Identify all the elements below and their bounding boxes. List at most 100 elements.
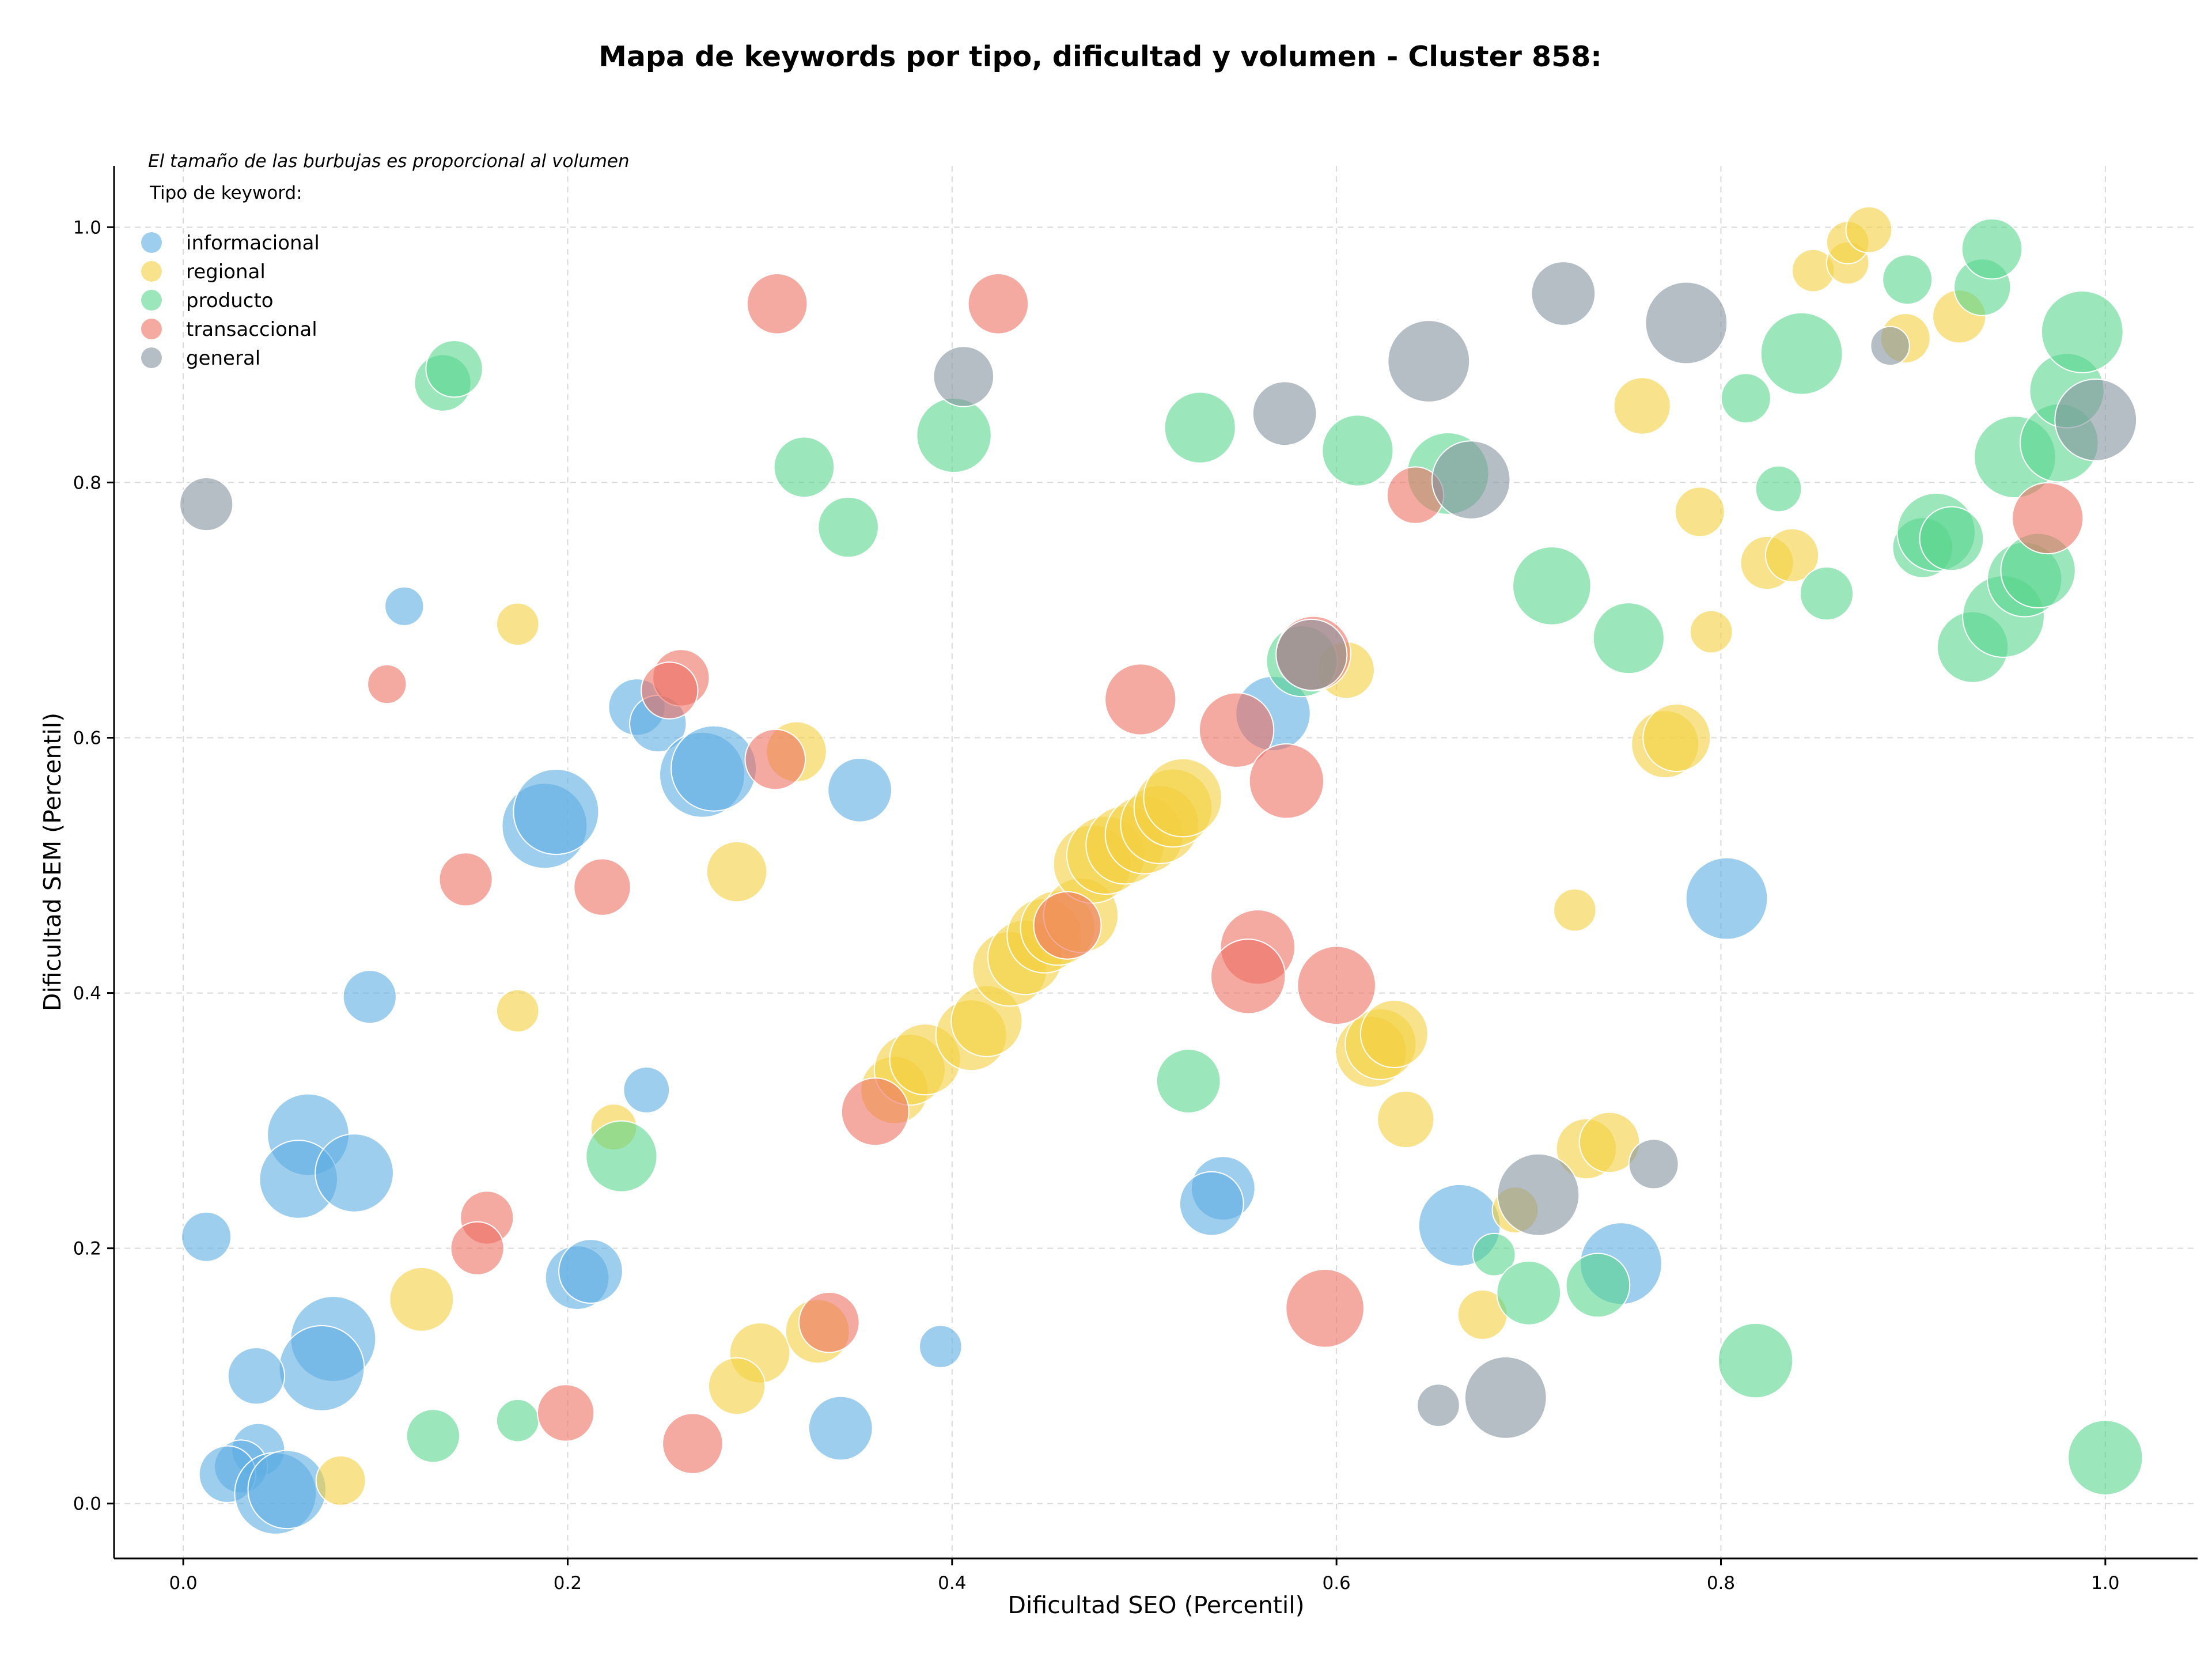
bubble-regional	[1642, 703, 1711, 772]
bubble-transaccional	[1210, 939, 1286, 1015]
bubble-informacional	[808, 1395, 873, 1461]
bubble-regional	[1845, 206, 1893, 253]
bubble-transaccional	[798, 1291, 860, 1353]
bubble-transaccional	[746, 273, 808, 335]
bubble-informacional	[919, 1325, 963, 1368]
bubble-producto	[1472, 1232, 1516, 1277]
bubble-informacional	[315, 1133, 394, 1213]
legend-marker-transaccional	[141, 319, 162, 339]
bubble-size-note: El tamaño de las burbujas es proporciona…	[148, 151, 630, 172]
bubble-informacional	[181, 1211, 232, 1262]
x-tick-label: 0.8	[1707, 1573, 1735, 1594]
y-tick-label: 1.0	[73, 217, 101, 238]
bubble-regional	[1359, 1000, 1429, 1068]
legend-label-informacional: informacional	[186, 232, 320, 255]
bubble-general	[933, 346, 995, 407]
y-tick-label: 0.8	[73, 472, 101, 493]
bubble-producto	[425, 340, 483, 398]
bubble-general	[1387, 320, 1471, 403]
bubble-producto	[2067, 1420, 2143, 1496]
bubble-transaccional	[450, 1221, 505, 1276]
legend-marker-general	[141, 347, 162, 368]
bubble-producto	[1882, 254, 1933, 305]
bubble-general	[1870, 326, 1910, 366]
x-tick-label: 0.2	[554, 1573, 582, 1594]
legend-label-producto: producto	[186, 289, 274, 312]
bubble-informacional	[342, 970, 397, 1024]
bubble-transaccional	[641, 661, 699, 720]
bubble-producto	[1717, 1322, 1794, 1399]
bubble-general	[1645, 281, 1728, 365]
x-tick-label: 0.6	[1322, 1573, 1350, 1594]
bubble-producto	[1720, 373, 1771, 424]
bubble-producto	[817, 496, 879, 558]
bubble-transaccional	[1297, 945, 1376, 1026]
bubble-regional	[1377, 1090, 1435, 1149]
bubble-general	[2054, 379, 2138, 461]
bubble-producto	[1592, 602, 1665, 675]
ticks: 0.0 0.2 0.4 0.6 0.8 1.0 0.0 0.2 0.4 0.6 0.8 1.0	[73, 217, 2120, 1594]
bubble-informacional	[1685, 857, 1768, 940]
bubble-regional	[1613, 377, 1671, 435]
bubble-general	[1275, 618, 1348, 691]
bubble-regional	[1553, 888, 1597, 932]
bubble-informacional	[513, 769, 600, 855]
bubble-producto	[2040, 290, 2124, 373]
bubble-general	[1497, 1153, 1580, 1236]
axes	[113, 166, 2198, 1560]
bubble-regional	[706, 841, 768, 903]
bubble-general	[1416, 1383, 1460, 1427]
bubble-producto	[1164, 391, 1236, 464]
bubble-regional	[389, 1266, 454, 1332]
bubble-general	[1531, 261, 1596, 326]
legend-marker-informacional	[141, 232, 162, 253]
bubble-informacional	[558, 1239, 623, 1304]
bubble-producto	[1799, 566, 1854, 621]
bubble-informacional	[384, 586, 425, 627]
bubble-informacional	[1179, 1171, 1244, 1236]
bubble-regional	[1143, 758, 1222, 838]
bubble-producto	[406, 1409, 461, 1463]
bubble-regional	[315, 1455, 366, 1506]
bubble-transaccional	[1033, 891, 1102, 960]
bubble-transaccional	[967, 273, 1029, 335]
bubble-informacional	[623, 1066, 671, 1114]
bubble-producto	[585, 1120, 658, 1193]
bubble-producto	[1565, 1253, 1631, 1318]
legend-marker-regional	[141, 261, 162, 282]
legend-entries: informacional regional producto transaccion…	[141, 232, 320, 370]
y-axis-label: Dificultad SEM (Percentil)	[39, 713, 66, 1011]
bubble-general	[1431, 440, 1511, 520]
bubble-producto	[916, 397, 992, 474]
bubble-regional	[1674, 486, 1725, 538]
bubble-regional	[1690, 610, 1733, 654]
bubble-transaccional	[573, 858, 631, 916]
bubble-transaccional	[1104, 663, 1177, 736]
bubble-transaccional	[1198, 692, 1275, 768]
bubble-producto	[1755, 465, 1802, 513]
bubble-producto	[1512, 546, 1592, 626]
legend-title: Tipo de keyword:	[149, 183, 302, 203]
bubble-informacional	[278, 1325, 365, 1412]
bubble-regional	[1578, 1111, 1641, 1174]
bubble-producto	[773, 436, 835, 498]
bubble-regional	[707, 1357, 766, 1416]
bubble-producto	[1321, 414, 1394, 487]
y-tick-label: 0.0	[73, 1494, 101, 1515]
bubble-transaccional	[536, 1384, 595, 1442]
legend: Tipo de keyword: informacional regional pr…	[141, 183, 320, 370]
bubble-general	[1252, 381, 1317, 447]
bubble-producto	[1919, 506, 1984, 572]
y-tick-label: 0.4	[73, 983, 101, 1004]
bubble-transaccional	[1248, 743, 1325, 819]
bubbles	[179, 206, 2143, 1535]
chart-title: Mapa de keywords por tipo, dificultad y …	[599, 40, 1602, 73]
bubble-transaccional	[367, 664, 407, 705]
bubble-informacional	[827, 757, 892, 823]
bubble-general	[1464, 1356, 1547, 1439]
bubble-regional	[1764, 528, 1820, 582]
bubble-producto	[1961, 218, 2023, 280]
bubble-transaccional	[744, 728, 806, 790]
bubble-producto	[1760, 312, 1843, 395]
y-tick-label: 0.6	[73, 728, 101, 748]
